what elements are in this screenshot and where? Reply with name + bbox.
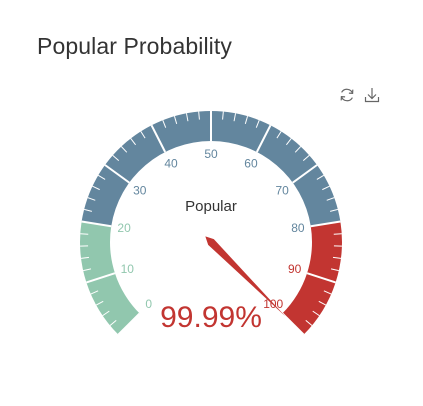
gauge-tick-label-90: 90	[288, 262, 302, 276]
gauge-tick-label-20: 20	[117, 221, 131, 235]
gauge-tick-label-50: 50	[204, 147, 218, 161]
gauge-tick-36	[316, 174, 325, 180]
gauge-tick-11	[83, 208, 92, 212]
gauge-split-3	[104, 164, 130, 184]
gauge-tick-13	[92, 185, 100, 191]
gauge-tick-49	[305, 320, 313, 326]
gauge-tick-27	[233, 113, 237, 122]
gauge-split-lines	[81, 111, 341, 336]
gauge-tick-33	[294, 146, 302, 153]
gauge-tick-28	[244, 116, 249, 125]
gauge-split-1	[86, 272, 116, 284]
gauge-tick-2	[102, 310, 110, 317]
gauge-split-7	[292, 164, 318, 184]
gauge-tick-label-70: 70	[276, 183, 290, 197]
gauge-value-label: 99.99%	[160, 301, 262, 334]
gauge-tick-6	[83, 268, 92, 272]
gauge-split-6	[255, 124, 272, 153]
gauge-split-9	[306, 272, 336, 284]
gauge-band-1	[81, 111, 341, 227]
gauge-tick-19	[140, 131, 146, 139]
gauge-tick-label-30: 30	[133, 183, 147, 197]
gauge-split-0	[117, 312, 141, 336]
chart-toolbox	[336, 86, 384, 106]
gauge-tick-43	[332, 256, 342, 259]
gauge-tick-17	[120, 146, 128, 153]
gauge-tick-labels: 0102030405060708090100	[117, 147, 305, 311]
gauge-tick-1	[109, 320, 117, 326]
gauge-tick-label-80: 80	[291, 221, 305, 235]
gauge-tick-47	[318, 300, 327, 306]
gauge-tick-label-10: 10	[121, 262, 135, 276]
gauge-split-8	[310, 220, 341, 228]
gauge-tick-label-0: 0	[145, 297, 152, 311]
gauge-series-name: Popular	[185, 198, 237, 215]
gauge-tick-18	[130, 138, 137, 146]
gauge-tick-31	[276, 131, 282, 139]
gauge-tick-44	[330, 268, 339, 272]
gauge-split-2	[81, 220, 112, 228]
gauge-tick-46	[323, 290, 332, 295]
gauge-axis-bands	[80, 111, 342, 335]
gauge-tick-label-60: 60	[244, 157, 258, 171]
gauge-minor-ticks	[80, 111, 342, 326]
gauge-tick-38	[326, 197, 335, 201]
gauge-tick-3	[95, 300, 104, 306]
gauge-split-10	[281, 312, 305, 336]
gauge-tick-37	[322, 185, 330, 191]
gauge-tick-label-40: 40	[164, 157, 178, 171]
refresh-icon[interactable]	[338, 86, 356, 104]
download-icon[interactable]	[363, 86, 381, 104]
gauge-pointer	[205, 236, 286, 317]
gauge-band-2	[282, 221, 342, 335]
gauge-tick-41	[333, 233, 342, 235]
gauge-tick-4	[90, 290, 99, 295]
gauge-band-0	[80, 221, 140, 335]
gauge-tick-16	[112, 154, 120, 162]
gauge-split-4	[150, 124, 167, 153]
gauge-tick-32	[285, 138, 292, 146]
gauge-tick-34	[302, 154, 310, 162]
gauge-tick-24	[198, 111, 200, 120]
gauge-tick-29	[255, 120, 260, 128]
gauge-tick-22	[173, 116, 178, 125]
gauge-tick-21	[162, 120, 167, 128]
chart-title: Popular Probability	[37, 33, 232, 59]
gauge-tick-12	[87, 197, 96, 201]
gauge-tick-23	[185, 113, 189, 122]
gauge-tick-48	[312, 310, 320, 317]
gauge-tick-7	[80, 256, 90, 259]
gauge-tick-14	[97, 174, 106, 180]
gauge-tick-26	[222, 111, 224, 120]
gauge-tick-9	[80, 233, 89, 235]
gauge-tick-39	[330, 208, 339, 212]
